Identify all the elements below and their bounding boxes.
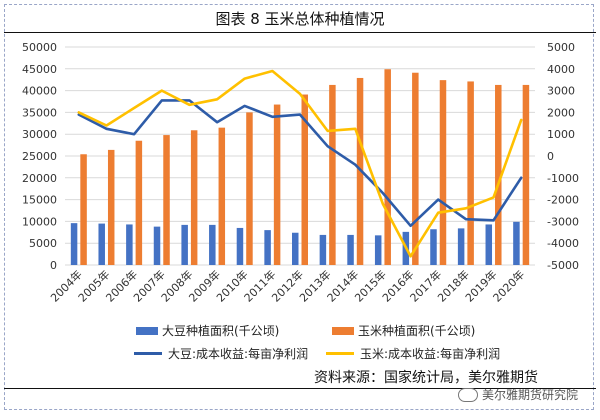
bar-corn-area [412,72,419,265]
bar-soy-area [181,224,188,265]
legend-swatch-soy-profit [134,352,162,355]
x-axis-tick-label: 2020年 [490,267,527,304]
right-axis-tick-label: -1000 [547,172,579,185]
left-axis-tick-label: 0 [50,259,57,272]
right-axis-tick-label: -3000 [547,215,579,228]
bar-corn-area [163,135,170,265]
bar-soy-area [209,224,216,265]
bar-corn-area [467,81,474,265]
right-axis-tick-label: 5000 [547,41,575,54]
bar-corn-area [218,127,226,265]
title-divider [4,32,596,33]
legend-swatch-corn-area [332,326,354,335]
right-axis-tick-label: 2000 [547,106,575,119]
legend-item-soy-area: 大豆种植面积(千公顷) [136,322,279,339]
watermark: 美尔雅期货研究院 [457,386,578,403]
bar-corn-area [522,84,530,265]
source-note: 资料来源：国家统计局，美尔雅期货 [314,370,538,386]
legend-label-soy-area: 大豆种植面积(千公顷) [162,324,280,338]
left-axis-tick-label: 20000 [22,172,57,185]
left-axis-tick-label: 30000 [22,128,57,141]
bar-soy-area [430,229,437,265]
bar-soy-area [457,228,465,265]
legend-item-corn-area: 玉米种植面积(千公顷) [332,322,475,339]
bar-corn-area [439,80,447,265]
left-axis-tick-label: 5000 [29,237,57,250]
right-axis-tick-label: -5000 [547,259,579,272]
chart-title: 图表 8 玉米总体种植情况 [215,10,385,28]
legend-item-corn-profit: 玉米:成本收益:每亩净利润 [326,345,500,362]
bar-soy-area [319,234,327,265]
legend-swatch-soy-area [136,326,158,335]
watermark-text: 美尔雅期货研究院 [481,388,578,402]
bar-corn-area [329,84,336,265]
bar-corn-area [135,140,143,265]
right-axis-tick-label: 3000 [547,85,575,98]
bar-soy-area [153,226,161,265]
bar-corn-area [301,94,308,265]
legend-label-soy-profit: 大豆:成本收益:每亩净利润 [168,347,309,361]
bar-corn-area [190,130,198,265]
bar-corn-area [384,69,391,266]
bar-soy-area [347,234,354,265]
legend-swatch-corn-profit [326,352,354,355]
right-axis-tick-label: -4000 [547,237,579,250]
left-axis-tick-label: 15000 [22,194,57,207]
left-axis-tick-label: 10000 [22,215,57,228]
left-axis-tick-label: 40000 [22,85,57,98]
legend-label-corn-area: 玉米种植面积(千公顷) [358,324,476,338]
bar-soy-area [485,224,493,265]
legend-label-corn-profit: 玉米:成本收益:每亩净利润 [360,347,501,361]
bar-soy-area [513,221,520,265]
bar-soy-area [126,224,133,265]
bar-corn-area [246,112,253,266]
left-axis-tick-label: 45000 [22,63,57,76]
bar-soy-area [264,230,271,265]
line-soy-profit [77,99,523,228]
bar-corn-area [273,104,281,265]
bar-corn-area [356,77,364,266]
right-axis-tick-label: 1000 [547,128,575,141]
bar-soy-area [70,223,78,265]
left-axis-tick-label: 50000 [22,41,57,54]
bar-soy-area [98,223,105,265]
wechat-icon [457,387,478,402]
right-axis-tick-label: -2000 [547,194,579,207]
right-axis-tick-label: 0 [547,150,554,163]
bar-corn-area [495,84,502,265]
left-axis-tick-label: 25000 [22,150,57,163]
figure-frame [4,4,594,410]
legend-item-soy-profit: 大豆:成本收益:每亩净利润 [134,345,308,362]
line-corn-profit [77,69,523,258]
chart-legend: 大豆种植面积(千公顷) 玉米种植面积(千公顷) 大豆:成本收益:每亩净利润 玉米… [0,316,600,364]
bar-corn-area [107,149,115,265]
bar-soy-area [374,235,382,265]
bar-soy-area [236,227,244,265]
right-axis-tick-label: 4000 [547,63,575,76]
bar-soy-area [292,232,299,265]
source-divider [4,388,596,389]
bar-corn-area [80,154,87,265]
left-axis-tick-label: 35000 [22,106,57,119]
